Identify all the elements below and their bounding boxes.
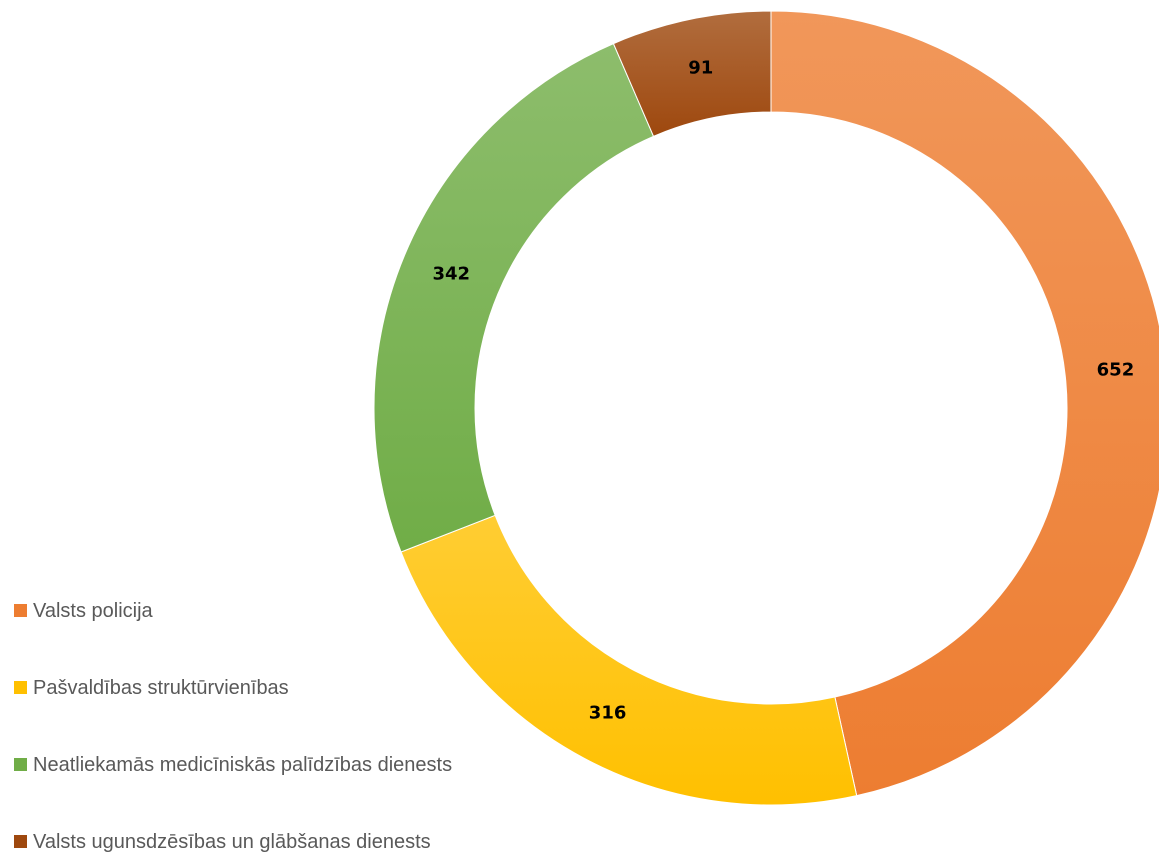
data-label: 342 [432,263,470,284]
data-label: 91 [688,58,713,79]
donut-slice [770,10,1159,797]
data-label: 316 [589,703,627,724]
legend-label: Valsts ugunsdzēsības un glābšanas dienes… [33,831,431,853]
legend-item: Neatliekamās medicīniskās palīdzības die… [14,753,583,777]
legend-swatch [14,681,27,694]
donut-slice [612,10,772,137]
donut-slice [373,42,655,553]
legend-label: Neatliekamās medicīniskās palīdzības die… [33,754,453,776]
legend-swatch [14,758,27,771]
legend-item: Pašvaldības struktūrvienības [14,676,583,700]
legend-item: Valsts ugunsdzēsības un glābšanas dienes… [14,830,583,854]
legend-label: Pašvaldības struktūrvienības [33,677,289,699]
data-label: 652 [1097,359,1135,380]
legend-swatch [14,604,27,617]
donut-slice [400,514,858,806]
legend-item: Valsts policija [14,599,583,623]
legend-swatch [14,835,27,848]
legend-label: Valsts policija [33,600,153,622]
